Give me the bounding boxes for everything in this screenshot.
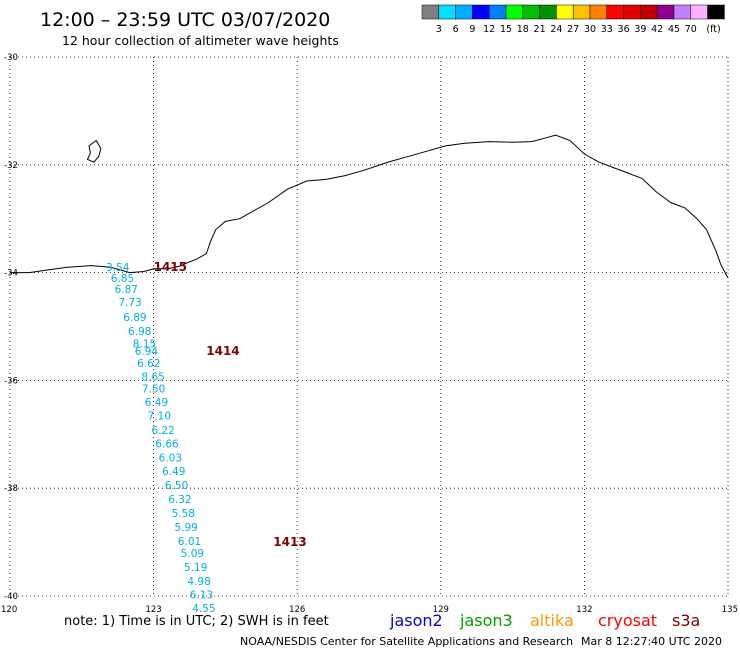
credit-text: NOAA/NESDIS Center for Satellite Applica… (240, 635, 573, 648)
wave-height-label: 8.65 (141, 372, 164, 384)
coastline (10, 134, 729, 279)
wave-height-label: 6.89 (123, 312, 146, 324)
wave-height-label: 8.15 (133, 339, 156, 351)
wave-height-label: 5.58 (172, 508, 195, 520)
lon-tick-label: 132 (576, 605, 592, 615)
color-scale-swatch (556, 4, 574, 20)
color-scale-swatch (455, 4, 473, 20)
lat-tick-label: -34 (4, 269, 18, 279)
wave-height-label: 5.99 (174, 522, 197, 534)
color-scale-unit: (ft) (706, 24, 720, 35)
color-scale-swatch (522, 4, 540, 20)
lat-tick-label: -38 (4, 484, 18, 494)
map-subtitle: 12 hour collection of altimeter wave hei… (62, 33, 339, 48)
color-scale-label: 21 (534, 24, 546, 35)
wave-height-label: 7.50 (142, 383, 165, 395)
color-scale-label: 15 (500, 24, 512, 35)
coastline-mainland (10, 134, 729, 279)
wave-height-label: 6.94 (135, 346, 159, 358)
color-scale-label: 39 (634, 24, 646, 35)
color-scale-label: 42 (651, 24, 663, 35)
wave-height-label: 4.55 (192, 603, 215, 615)
color-scale-swatch (656, 4, 675, 20)
color-scale-label: 6 (453, 24, 459, 35)
wave-height-label: 6.66 (155, 438, 179, 450)
wave-height-label: 7.73 (118, 297, 141, 309)
wave-height-label: 6.03 (159, 452, 182, 464)
satellite-legend-s3a: s3a (672, 611, 700, 630)
lon-tick-label: 123 (145, 605, 161, 615)
color-scale-swatch (438, 4, 456, 20)
wave-height-label: 6.49 (145, 397, 168, 409)
plot-area: -30 -32 -34 -36 -38 -40 120 123 126 129 132 135 3.5… (1, 53, 738, 615)
pass-number-label: 1415 (154, 260, 187, 274)
wave-height-label: 6.98 (128, 326, 151, 338)
color-scale-label: 45 (668, 24, 680, 35)
lat-tick-label: -30 (4, 53, 18, 63)
color-scale-label: 70 (685, 24, 697, 35)
map-title: 12:00 – 23:59 UTC 03/07/2020 (40, 9, 330, 31)
axis-tick-labels: -30 -32 -34 -36 -38 -40 120 123 126 129 132 135 (1, 53, 738, 615)
color-scale-legend: 3 6 9 12 15 18 21 24 27 30 33 36 39 42 45 70 (ft) (421, 4, 725, 35)
color-scale-label: 36 (618, 24, 630, 35)
wave-height-label: 6.85 (111, 273, 134, 285)
color-scale-swatch (673, 4, 692, 20)
color-scale-label: 9 (469, 24, 475, 35)
note-text: note: 1) Time is in UTC; 2) SWH is in fe… (64, 614, 329, 629)
color-scale-label: 30 (584, 24, 596, 35)
wave-height-label: 6.62 (137, 358, 160, 370)
satellite-legend-cryosat: cryosat (598, 611, 657, 630)
color-scale-swatch (707, 4, 725, 20)
lat-tick-label: -40 (4, 592, 18, 602)
lon-tick-label: 135 (722, 605, 738, 615)
lon-tick-label: 120 (1, 605, 17, 615)
lat-tick-label: -32 (4, 161, 18, 171)
color-scale-label: 27 (567, 24, 579, 35)
timestamp-text: Mar 8 12:27:40 UTC 2020 (581, 635, 722, 648)
wave-height-label: 6.49 (162, 466, 185, 478)
pass-number-label: 1413 (273, 535, 306, 549)
color-scale-label: 33 (601, 24, 613, 35)
satellite-legend-jason3: jason3 (459, 611, 513, 630)
color-scale-label: 18 (517, 24, 529, 35)
color-scale-swatch (606, 4, 624, 20)
wave-height-label: 6.32 (168, 494, 191, 506)
wave-height-label: 7.10 (148, 410, 171, 422)
color-scale-swatch (690, 4, 708, 20)
wave-height-label: 6.01 (178, 536, 201, 548)
color-scale-label: 12 (483, 24, 495, 35)
color-scale-swatch (539, 4, 557, 20)
satellite-legend-jason2: jason2 (389, 611, 443, 630)
wave-height-label: 6.22 (151, 425, 174, 437)
pass-number-label: 1414 (206, 344, 239, 358)
lon-tick-label: 126 (289, 605, 305, 615)
lat-lon-grid (9, 56, 729, 597)
color-scale-label: 3 (436, 24, 442, 35)
wave-height-label: 3.54 (106, 262, 130, 274)
satellite-legend: jason2 jason3 altika cryosat s3a (389, 611, 700, 630)
color-scale-swatch (421, 4, 440, 20)
wave-height-label: 4.98 (187, 576, 210, 588)
lat-tick-label: -36 (4, 376, 18, 386)
wave-height-label: 6.13 (190, 589, 213, 601)
color-scale-swatch (623, 4, 641, 20)
wave-height-label: 6.50 (165, 480, 188, 492)
wave-height-label: 5.19 (184, 562, 207, 574)
color-scale-swatch (640, 4, 658, 20)
satellite-legend-altika: altika (530, 611, 574, 630)
lon-tick-label: 129 (433, 605, 449, 615)
color-scale-swatch (472, 4, 490, 20)
wave-height-label: 6.87 (115, 284, 138, 296)
color-scale-label: 24 (550, 24, 562, 35)
coastline-island (86, 139, 102, 163)
pass-labels: 1415 1414 1413 (154, 260, 307, 549)
color-scale-swatch (589, 4, 608, 20)
wave-height-label: 5.09 (181, 548, 204, 560)
color-scale-swatch (505, 4, 524, 20)
color-scale-swatch (488, 4, 507, 20)
color-scale-swatch (572, 4, 591, 20)
wave-height-track: 3.546.856.877.73 6.89 6.988.156.946.62 8.65… (106, 262, 216, 615)
